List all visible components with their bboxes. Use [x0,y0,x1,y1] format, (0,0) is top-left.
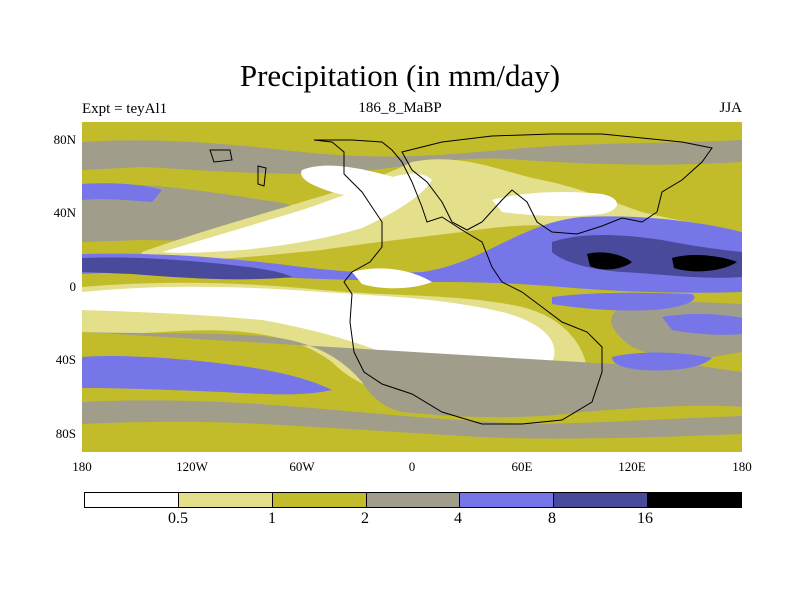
colorbar-bin-3 [272,493,367,507]
lon-tick-60e: 60E [511,459,533,474]
lon-tick-180e: 180 [732,459,752,474]
dry-region [82,286,555,370]
colorbar-label-8: 8 [548,510,556,527]
lon-tick-180w: 180 [72,459,92,474]
contour-band [662,314,742,335]
colorbar [84,492,742,508]
coastline [257,165,267,187]
lat-tick-80n: 80N [53,132,76,147]
colorbar-bin-2 [178,493,273,507]
contour-band [612,352,712,371]
lon-tick-120w: 120W [176,459,208,474]
contour-band [82,257,292,280]
precipitation-map [82,122,742,452]
lat-tick-40s: 40S [55,352,76,367]
map-panel [82,122,742,452]
coastline [209,149,233,163]
experiment-label: Expt = teyAl1 [82,101,168,117]
colorbar-bin-6 [554,493,649,507]
contour-band [82,400,742,439]
colorbar-label-1: 1 [268,510,276,527]
dry-region [301,165,406,198]
contour-band [82,140,742,174]
colorbar-bin-4 [366,493,461,507]
colorbar-bin-7 [648,493,742,507]
subtitle-label: 186_8_MaBP [358,100,442,116]
dry-region [492,192,617,217]
colorbar-label-16: 16 [637,510,653,527]
peak-core [587,252,632,270]
contour-band [82,356,332,395]
contour-band [82,433,742,452]
coastline [313,139,603,425]
contour-band [82,302,742,418]
season-label: JJA [719,100,742,116]
map-title: Precipitation (in mm/day) [239,58,561,93]
lat-tick-0: 0 [69,279,77,294]
lon-tick-120e: 120E [618,459,646,474]
lat-tick-80s: 80S [55,426,76,441]
colorbar-bin-1 [85,493,179,507]
lat-tick-40n: 40N [53,205,76,220]
contour-band [82,183,162,202]
lon-tick-0: 0 [408,459,416,474]
colorbar-label-2: 2 [361,510,369,527]
coastline [401,133,713,235]
lon-tick-60w: 60W [289,459,315,474]
colorbar-label-0-5: 0.5 [168,510,188,527]
colorbar-label-4: 4 [454,510,462,527]
colorbar-bin-5 [460,493,555,507]
contour-band [552,292,695,311]
dry-region [352,268,432,289]
peak-core [672,255,737,272]
coastlines [209,133,713,425]
